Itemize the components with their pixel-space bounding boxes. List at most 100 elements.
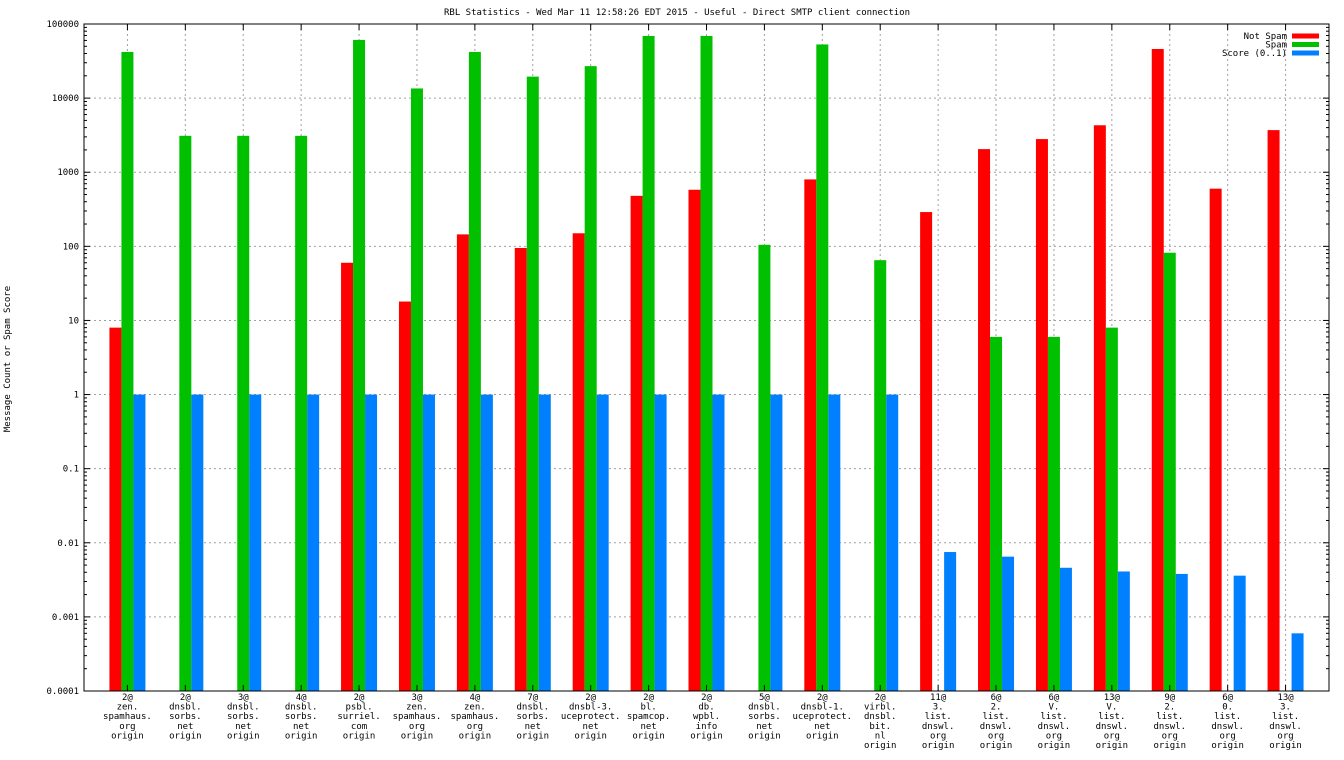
x-tick-label-line: virbl. xyxy=(864,703,897,713)
bar-score-0-1 xyxy=(1117,571,1130,691)
x-tick-label-line: surriel. xyxy=(337,712,380,722)
x-tick-label-line: bl. xyxy=(640,703,656,713)
bar-not-spam xyxy=(630,195,643,691)
x-tick-label-line: psbl. xyxy=(346,703,373,713)
x-tick-label-line: spamcop. xyxy=(627,712,670,722)
x-tick-label-line: net xyxy=(235,722,251,732)
bar-score-0-1 xyxy=(422,394,435,691)
bar-not-spam xyxy=(688,189,701,692)
bar-not-spam xyxy=(398,301,411,691)
y-tick-label: 0.1 xyxy=(63,465,79,475)
x-tick-label-line: net xyxy=(814,722,830,732)
x-tick-label-line: 6@ xyxy=(1222,693,1233,703)
bar-not-spam xyxy=(1267,130,1280,691)
x-tick-label-line: origin xyxy=(690,731,723,741)
y-tick-label: 10000 xyxy=(52,94,79,104)
bar-spam xyxy=(526,76,539,691)
x-tick-label-line: origin xyxy=(343,731,376,741)
x-tick-label: 13@ V. list. dnswl. org origin xyxy=(1096,693,1129,751)
x-tick-label-line: dnswl. xyxy=(980,722,1013,732)
x-tick-label-line: zen. xyxy=(464,703,486,713)
chart-title: RBL Statistics - Wed Mar 11 12:58:26 EDT… xyxy=(444,8,910,18)
x-tick-label-line: 2@ xyxy=(585,693,596,703)
x-tick-label-line: 3@ xyxy=(412,693,423,703)
x-tick-label-line: net xyxy=(640,722,656,732)
bar-not-spam xyxy=(1035,139,1048,692)
x-tick-label: 2@ db. wpbl. info origin xyxy=(690,693,723,741)
legend-swatch xyxy=(1292,42,1319,47)
bar-spam xyxy=(990,336,1003,691)
x-tick-label-line: origin xyxy=(632,731,665,741)
x-tick-label-line: info xyxy=(696,722,718,732)
bar-not-spam xyxy=(109,327,122,691)
x-tick-label-line: dnsbl. xyxy=(285,703,318,713)
bar-spam xyxy=(874,260,887,691)
bar-score-0-1 xyxy=(249,394,262,691)
bar-score-0-1 xyxy=(1002,556,1015,691)
x-tick-label-line: 11@ xyxy=(930,693,947,703)
y-tick-label: 1 xyxy=(74,391,79,401)
x-tick-label: 4@ zen. spamhaus. org origin xyxy=(450,693,499,741)
x-tick-label-line: list. xyxy=(1272,712,1299,722)
x-tick-label-line: zen. xyxy=(117,703,139,713)
x-tick-label-line: 7@ xyxy=(527,693,538,703)
x-tick-label: 2@ psbl. surriel. com origin xyxy=(337,693,380,741)
y-tick-label: 10 xyxy=(68,316,79,326)
legend-label: Spam xyxy=(1265,41,1287,51)
bar-spam xyxy=(758,244,771,691)
x-tick-label-line: origin xyxy=(285,731,318,741)
x-tick-label-line: list. xyxy=(982,712,1009,722)
x-tick-label-line: 3. xyxy=(1280,703,1291,713)
bar-score-0-1 xyxy=(1291,633,1304,691)
x-tick-label-line: spamhaus. xyxy=(393,712,442,722)
x-tick-label-line: org xyxy=(1046,731,1062,741)
legend-swatch xyxy=(1292,33,1319,39)
x-tick-label: 11@ 3. list. dnswl. org origin xyxy=(922,693,955,751)
x-tick-label-line: origin xyxy=(1269,741,1302,751)
bar-not-spam xyxy=(920,212,933,691)
x-tick-label-line: sorbs. xyxy=(517,712,550,722)
x-tick-label: 7@ dnsbl. sorbs. net origin xyxy=(517,693,550,741)
bar-score-0-1 xyxy=(133,394,146,691)
x-tick-label-line: dnsbl-3. xyxy=(569,703,612,713)
x-tick-label-line: sorbs. xyxy=(227,712,260,722)
bar-score-0-1 xyxy=(480,394,493,691)
x-tick-label-line: sorbs. xyxy=(169,712,202,722)
x-tick-label-line: net xyxy=(293,722,309,732)
x-tick-label-line: 2@ xyxy=(180,693,191,703)
x-tick-label-line: 2@ xyxy=(643,693,654,703)
x-tick-label-line: 2@ xyxy=(701,693,712,703)
legend-label: Not Spam xyxy=(1244,32,1287,42)
x-tick-label-line: V. xyxy=(1106,703,1117,713)
x-tick-label: 6@ 0. list. dnswl. org origin xyxy=(1211,693,1244,751)
x-tick-label-line: dnsbl. xyxy=(517,703,550,713)
bar-score-0-1 xyxy=(365,394,378,691)
x-tick-label-line: origin xyxy=(864,741,897,751)
x-tick-label: 5@ dnsbl. sorbs. net origin xyxy=(748,693,781,741)
x-tick-label: 13@ 3. list. dnswl. org origin xyxy=(1269,693,1302,751)
axes: 0.0001 0.001 0.01 0.1 1 10 100 1000 10000 100000 2… xyxy=(46,20,1330,751)
x-tick-label-line: org xyxy=(988,731,1004,741)
bar-score-0-1 xyxy=(538,394,551,691)
x-tick-label-line: origin xyxy=(1211,741,1244,751)
y-tick-label: 0.01 xyxy=(57,539,79,549)
x-tick-label-line: dnsbl. xyxy=(227,703,260,713)
x-tick-label-line: dnsbl. xyxy=(748,703,781,713)
bar-score-0-1 xyxy=(1233,575,1246,691)
x-tick-label: 3@ dnsbl. sorbs. net origin xyxy=(227,693,260,741)
y-tick-label: 0.001 xyxy=(52,613,79,623)
bar-spam xyxy=(1105,327,1118,691)
x-tick-label-line: org xyxy=(409,722,425,732)
x-tick-label-line: 2@ xyxy=(122,693,133,703)
bar-spam xyxy=(468,51,481,692)
y-tick-label: 100000 xyxy=(46,20,79,30)
bar-spam xyxy=(1047,336,1060,691)
bar-score-0-1 xyxy=(770,394,783,691)
x-tick-label-line: 2@ xyxy=(817,693,828,703)
x-tick-label: 2@ dnsbl-3. uceprotect. net origin xyxy=(561,693,621,741)
bar-score-0-1 xyxy=(307,394,320,691)
bar-score-0-1 xyxy=(1175,573,1188,691)
bar-score-0-1 xyxy=(712,394,725,691)
